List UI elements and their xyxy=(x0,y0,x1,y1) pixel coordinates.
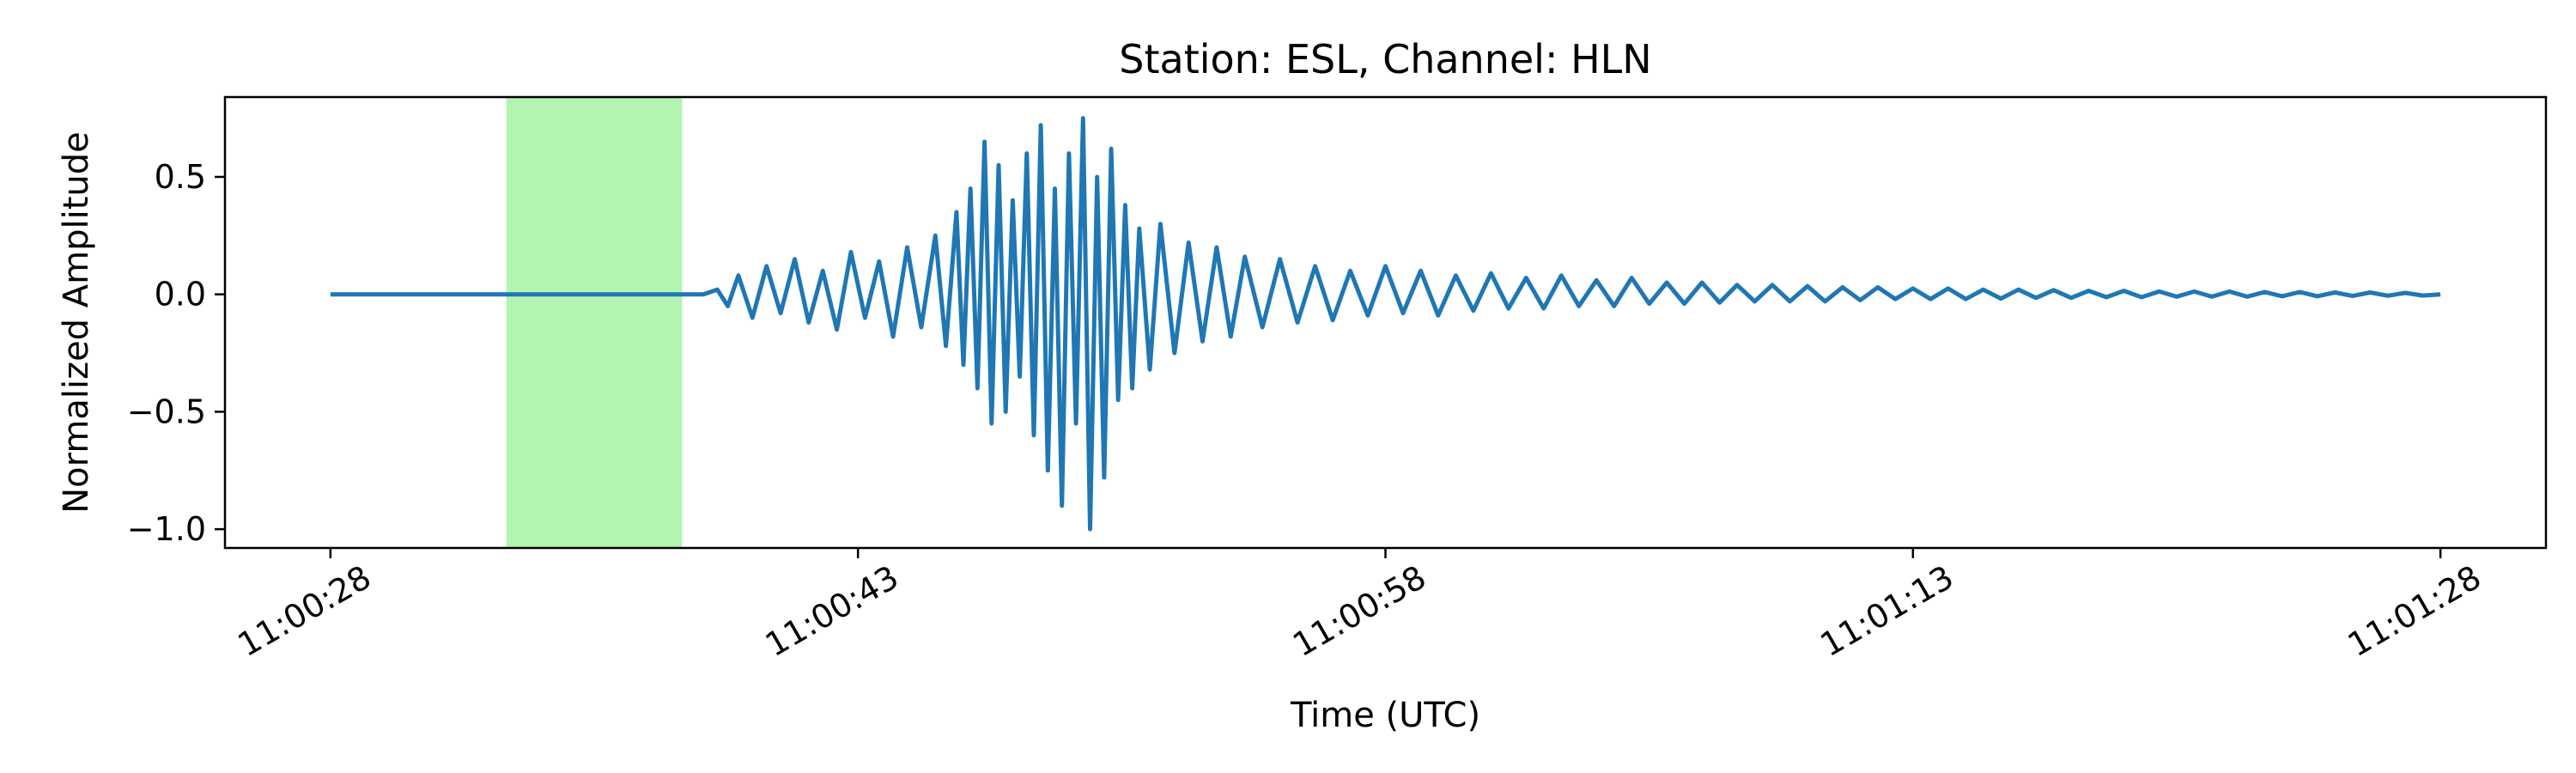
y-tick-label: 0.0 xyxy=(155,276,206,313)
chart-title: Station: ESL, Channel: HLN xyxy=(1119,36,1651,82)
y-tick-label: −1.0 xyxy=(127,510,206,548)
y-axis-label: Normalized Amplitude xyxy=(57,131,96,514)
waveform-series-line xyxy=(330,116,2441,532)
y-axis-ticks: 0.5 0.0 −0.5 −1.0 xyxy=(127,158,225,548)
y-tick-label: 0.5 xyxy=(155,158,206,196)
series-layer xyxy=(330,116,2441,532)
highlight-span xyxy=(506,97,683,548)
x-axis-label: Time (UTC) xyxy=(1290,696,1480,735)
y-tick-label: −0.5 xyxy=(127,393,206,430)
